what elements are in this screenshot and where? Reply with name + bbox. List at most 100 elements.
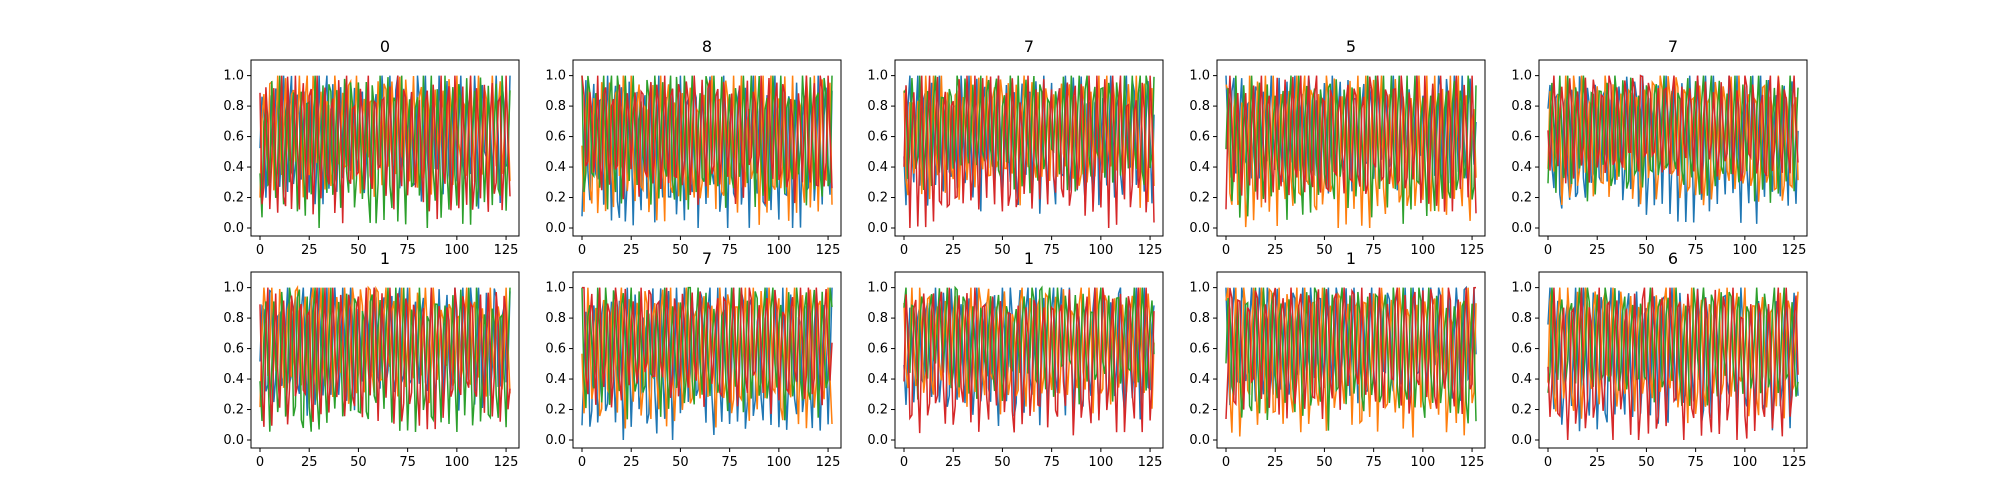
x-tick-label: 100 (1410, 243, 1435, 258)
y-tick-label: 1.0 (1189, 69, 1210, 84)
y-tick-label: 0.2 (867, 403, 888, 418)
x-tick-label: 50 (1316, 243, 1333, 258)
y-tick-label: 0.2 (545, 403, 566, 418)
y-tick-label: 0.4 (545, 160, 566, 175)
y-tick-label: 0.4 (1511, 160, 1532, 175)
y-tick-label: 0.0 (223, 221, 244, 236)
x-tick-label: 50 (672, 243, 689, 258)
x-tick-label: 25 (1267, 455, 1284, 470)
y-tick-label: 1.0 (223, 69, 244, 84)
y-tick-label: 0.8 (545, 311, 566, 326)
x-tick-label: 25 (623, 243, 640, 258)
y-tick-label: 1.0 (223, 281, 244, 296)
y-tick-label: 0.6 (223, 342, 244, 357)
x-tick-label: 0 (1222, 243, 1230, 258)
y-tick-label: 1.0 (545, 281, 566, 296)
x-tick-label: 50 (1638, 455, 1655, 470)
subplot-title: 0 (380, 37, 390, 56)
y-tick-label: 0.6 (545, 342, 566, 357)
x-tick-label: 50 (350, 455, 367, 470)
x-tick-label: 0 (1544, 455, 1552, 470)
x-tick-label: 0 (256, 455, 264, 470)
y-tick-label: 0.2 (1511, 191, 1532, 206)
x-tick-label: 125 (1138, 243, 1163, 258)
y-tick-label: 1.0 (867, 69, 888, 84)
x-tick-label: 25 (301, 243, 318, 258)
y-tick-label: 0.4 (1189, 372, 1210, 387)
x-tick-label: 0 (900, 243, 908, 258)
x-tick-label: 75 (399, 243, 416, 258)
y-tick-label: 1.0 (545, 69, 566, 84)
axes-frame (1538, 271, 1808, 449)
y-tick-label: 0.6 (867, 342, 888, 357)
y-tick-label: 0.6 (867, 130, 888, 145)
axes-frame (572, 271, 842, 449)
series-line-3 (581, 75, 833, 205)
series-line-2 (581, 75, 833, 210)
x-tick-label: 75 (721, 455, 738, 470)
x-tick-label: 125 (816, 455, 841, 470)
x-tick-label: 125 (816, 243, 841, 258)
y-tick-label: 1.0 (1511, 281, 1532, 296)
x-tick-label: 125 (1460, 455, 1485, 470)
x-tick-label: 100 (766, 455, 791, 470)
y-tick-label: 0.2 (223, 191, 244, 206)
y-tick-label: 0.8 (545, 99, 566, 114)
y-tick-label: 0.4 (867, 160, 888, 175)
y-tick-label: 1.0 (1189, 281, 1210, 296)
y-tick-label: 0.2 (1511, 403, 1532, 418)
series-line-2 (1225, 75, 1477, 224)
x-tick-label: 125 (1782, 243, 1807, 258)
y-tick-label: 0.4 (1511, 372, 1532, 387)
subplot-7: 0 25 50 75 100 125 0.0 0.2 0.4 0.6 0.8 1.0 1 (867, 249, 1164, 470)
y-tick-label: 0.4 (223, 372, 244, 387)
series-line-1 (259, 284, 511, 408)
x-tick-label: 75 (1687, 455, 1704, 470)
axes-frame (894, 271, 1164, 449)
x-tick-label: 50 (350, 243, 367, 258)
x-tick-label: 75 (1365, 243, 1382, 258)
y-tick-label: 0.0 (1189, 221, 1210, 236)
x-tick-label: 25 (945, 243, 962, 258)
subplot-3: 0 25 50 75 100 125 0.0 0.2 0.4 0.6 0.8 1.0 5 (1189, 37, 1486, 258)
x-tick-label: 125 (1138, 455, 1163, 470)
subplot-title: 1 (1024, 249, 1034, 268)
series-line-3 (1547, 287, 1799, 441)
subplot-title: 7 (1024, 37, 1034, 56)
series-line-3 (903, 287, 1155, 436)
subplot-title: 7 (1668, 37, 1678, 56)
x-tick-label: 25 (1589, 243, 1606, 258)
y-tick-label: 0.2 (1189, 403, 1210, 418)
x-tick-label: 0 (578, 455, 586, 470)
x-tick-label: 100 (1088, 455, 1113, 470)
y-tick-label: 0.8 (867, 99, 888, 114)
axes-frame (572, 59, 842, 237)
x-tick-label: 25 (945, 455, 962, 470)
series-line-1 (1225, 287, 1477, 438)
axes-frame (250, 59, 520, 237)
series-line-1 (581, 287, 833, 429)
x-tick-label: 25 (623, 455, 640, 470)
x-tick-label: 125 (494, 243, 519, 258)
subplot-8: 0 25 50 75 100 125 0.0 0.2 0.4 0.6 0.8 1.0 1 (1189, 249, 1486, 470)
y-tick-label: 0.8 (1511, 99, 1532, 114)
axes-frame (250, 271, 520, 449)
axes-frame (1216, 59, 1486, 237)
y-tick-label: 0.2 (1189, 191, 1210, 206)
y-tick-label: 0.2 (223, 403, 244, 418)
y-tick-label: 0.0 (545, 221, 566, 236)
x-tick-label: 100 (1410, 455, 1435, 470)
x-tick-label: 0 (900, 455, 908, 470)
axes-frame (894, 59, 1164, 237)
y-tick-label: 0.6 (223, 130, 244, 145)
series-line-3 (1225, 75, 1477, 214)
series-line-3 (1547, 74, 1799, 194)
y-tick-label: 0.0 (223, 433, 244, 448)
y-tick-label: 0.6 (1511, 342, 1532, 357)
subplot-title: 7 (702, 249, 712, 268)
y-tick-label: 0.0 (867, 433, 888, 448)
y-tick-label: 0.4 (545, 372, 566, 387)
y-tick-label: 0.0 (1189, 433, 1210, 448)
subplot-0: 0 25 50 75 100 125 0.0 0.2 0.4 0.6 0.8 1.0 0 (223, 37, 520, 258)
y-tick-label: 0.6 (1189, 342, 1210, 357)
